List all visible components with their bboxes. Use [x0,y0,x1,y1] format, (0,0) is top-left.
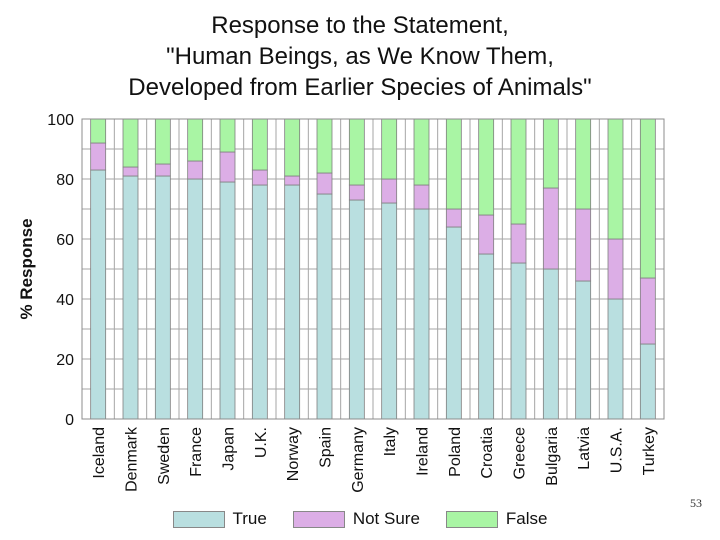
y-tick-label: 0 [65,412,74,429]
chart-title: Response to the Statement, "Human Beings… [0,10,720,103]
bar-segment-true [510,262,527,420]
x-tick-label: France [188,427,205,477]
bar-segment-not-sure [122,166,139,177]
bar-segment-false [348,118,365,186]
bar-segment-not-sure [187,160,204,180]
bar-segment-not-sure [316,172,333,195]
bar-segment-not-sure [445,208,462,228]
bar-segment-not-sure [510,223,527,264]
x-tick-label: Croatia [479,427,496,479]
bar-segment-false [284,118,301,177]
bar-segment-not-sure [219,151,236,183]
bar-segment-true [187,178,204,420]
bar-segment-false [154,118,171,165]
legend-label-not-sure: Not Sure [352,509,420,528]
bar-segment-false [316,118,333,174]
x-tick-label: Ireland [415,427,432,476]
x-tick-label: U.S.A. [609,427,626,473]
x-tick-label: Turkey [641,427,658,475]
x-tick-label: Greece [512,427,529,480]
legend-swatch-true [172,510,225,528]
y-axis-label: % Response [17,218,36,319]
bar-segment-not-sure [478,214,495,255]
x-tick-label: Sweden [156,427,173,485]
title-line-1: Response to the Statement, [211,12,509,39]
bar-segment-not-sure [381,178,398,204]
bar-segment-false [445,118,462,210]
x-tick-label: Norway [285,427,302,481]
legend: True Not Sure False [0,509,720,529]
legend-swatch-false [445,510,498,528]
bar-segment-not-sure [542,187,559,270]
bar-segment-true [478,253,495,420]
bar-segment-not-sure [413,184,430,210]
bar-segment-not-sure [251,169,268,186]
legend-swatch-not-sure [292,510,345,528]
bar-segment-not-sure [639,277,656,345]
x-tick-label: Bulgaria [544,427,561,486]
x-tick-label: Japan [221,427,238,471]
x-tick-label: Latvia [576,427,593,470]
bar-segment-false [90,118,107,144]
bar-segment-true [122,175,139,420]
bar-segment-true [607,298,624,420]
bar-segment-true [413,208,430,420]
bar-segment-true [639,343,656,420]
bar-segment-true [251,184,268,420]
bar-segment-false [639,118,656,279]
bar-segment-true [575,280,592,420]
bar-segment-true [154,175,171,420]
bar-segment-false [251,118,268,171]
y-tick-label: 100 [47,112,74,129]
legend-label-false: False [505,509,548,528]
bar-segment-false [510,118,527,225]
bar-segment-true [542,268,559,420]
bar-segment-true [90,169,107,420]
legend-label-true: True [232,509,267,528]
bar-segment-not-sure [154,163,171,177]
bar-segment-false [219,118,236,153]
bar-segment-false [187,118,204,162]
y-tick-label: 20 [56,352,74,369]
bar-segment-not-sure [575,208,592,282]
bar-segment-false [381,118,398,180]
bar-segment-true [219,181,236,420]
bar-segment-true [284,184,301,420]
x-tick-label: Denmark [124,426,141,492]
x-tick-label: Iceland [91,427,108,479]
bar-segment-not-sure [607,238,624,300]
bar-segment-not-sure [348,184,365,201]
bar-segment-true [316,193,333,420]
bar-segment-false [478,118,495,216]
bar-segment-false [413,118,430,186]
bar-segment-true [381,202,398,420]
y-tick-label: 80 [56,172,74,189]
title-line-3: Developed from Earlier Species of Animal… [128,74,592,101]
bar-segment-true [445,226,462,420]
legend-item-true: True [172,509,267,529]
y-tick-label: 40 [56,292,74,309]
x-tick-label: Germany [350,427,367,493]
x-tick-label: Italy [382,427,399,456]
bar-segment-true [348,199,365,420]
bar-segment-false [575,118,592,210]
y-tick-label: 60 [56,232,74,249]
legend-item-false: False [445,509,548,529]
bar-segment-not-sure [284,175,301,186]
bar-segment-false [542,118,559,189]
x-tick-label: Spain [318,427,335,468]
title-line-2: "Human Beings, as We Know Them, [166,43,554,70]
page-number: 53 [690,496,702,510]
bar-segment-not-sure [90,142,107,171]
bar-segment-false [122,118,139,168]
legend-item-not-sure: Not Sure [292,509,420,529]
x-tick-label: Poland [447,427,464,477]
bar-segment-false [607,118,624,240]
plot-frame [81,118,665,420]
x-tick-label: U.K. [253,427,270,458]
